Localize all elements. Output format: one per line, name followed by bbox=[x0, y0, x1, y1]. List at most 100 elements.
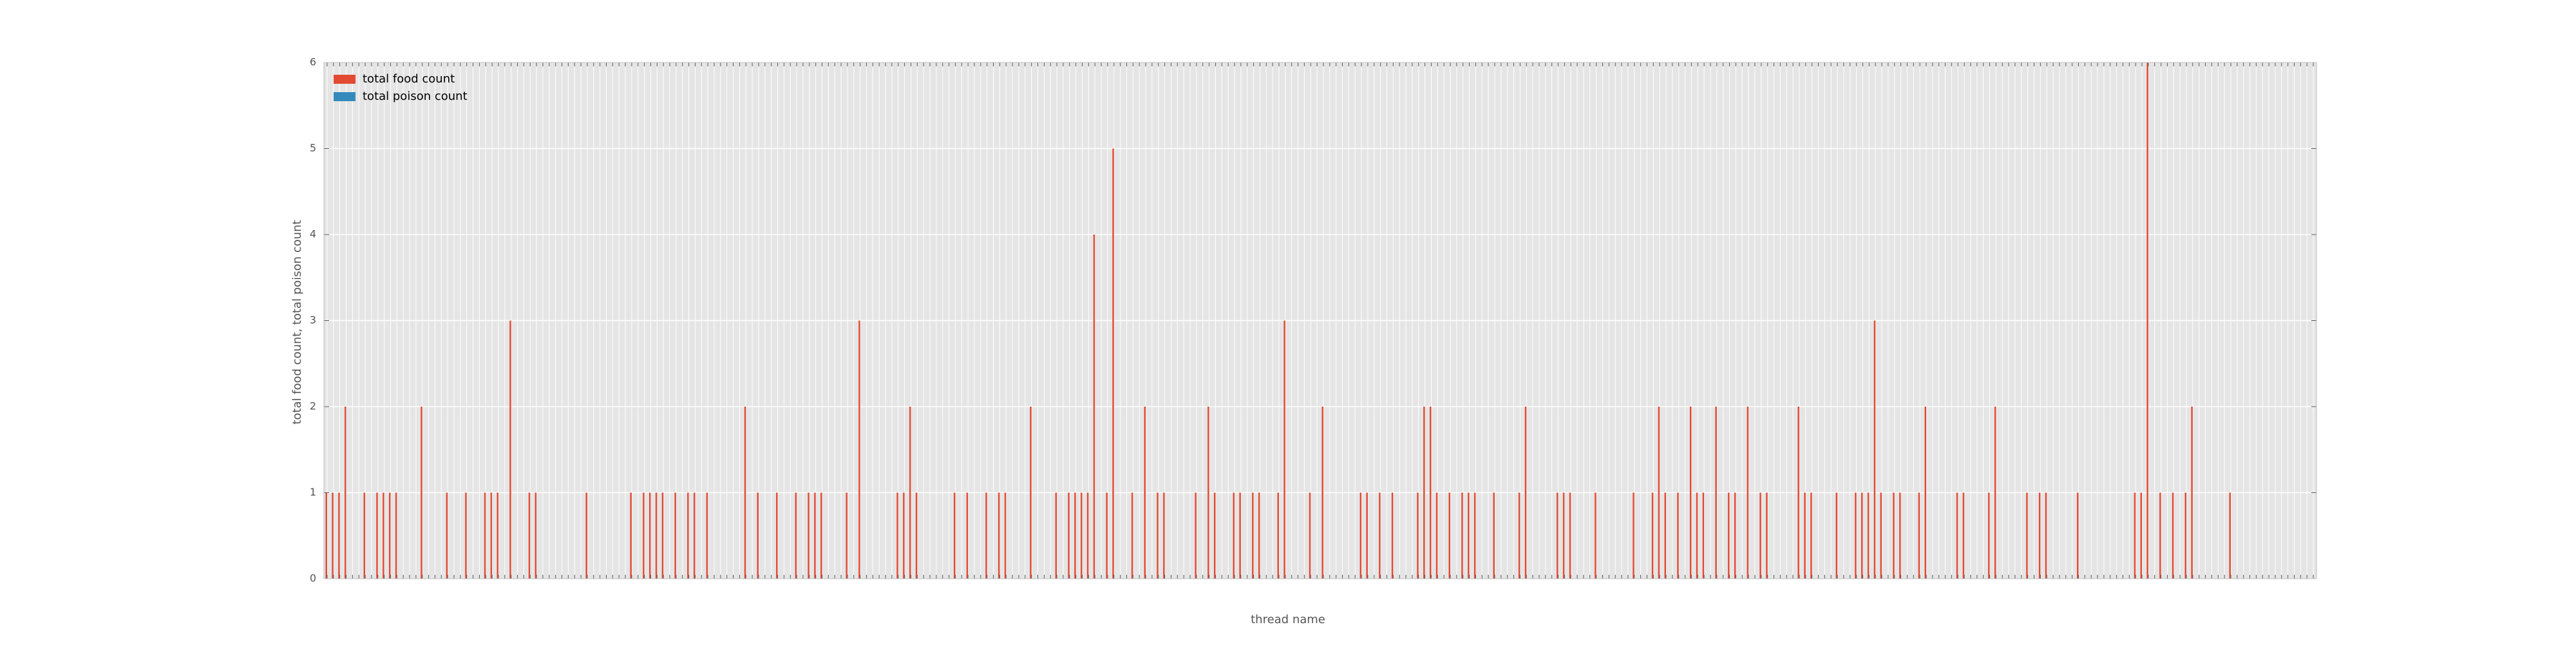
bar bbox=[585, 492, 587, 579]
bar bbox=[1144, 407, 1146, 579]
bar bbox=[820, 492, 822, 579]
bar bbox=[858, 320, 860, 579]
bar bbox=[1359, 492, 1362, 579]
bar bbox=[1569, 492, 1571, 579]
bar bbox=[1004, 492, 1007, 579]
bar bbox=[1715, 407, 1717, 579]
bar bbox=[535, 492, 537, 579]
bar bbox=[1557, 492, 1558, 579]
bar bbox=[1689, 407, 1692, 579]
bar bbox=[1252, 492, 1254, 579]
bar bbox=[1595, 492, 1596, 579]
bar bbox=[655, 492, 658, 579]
bar bbox=[2140, 492, 2143, 579]
bar bbox=[2134, 492, 2136, 579]
bar bbox=[528, 492, 531, 579]
bar bbox=[674, 492, 676, 579]
bar bbox=[1417, 492, 1419, 579]
bar bbox=[630, 492, 632, 579]
y-tick-label: 3 bbox=[310, 314, 316, 326]
bar bbox=[966, 492, 969, 579]
bar bbox=[1988, 492, 1990, 579]
bar bbox=[1855, 492, 1857, 579]
bar bbox=[465, 492, 467, 579]
bar bbox=[1423, 407, 1425, 579]
y-tick-label: 4 bbox=[310, 228, 316, 240]
bar bbox=[376, 492, 378, 579]
bar bbox=[484, 492, 486, 579]
bar bbox=[1633, 492, 1634, 579]
bar bbox=[325, 492, 327, 579]
bar bbox=[1112, 148, 1114, 579]
bar bbox=[744, 407, 746, 579]
bar bbox=[1518, 492, 1520, 579]
bar bbox=[1759, 492, 1761, 579]
bar bbox=[1283, 320, 1285, 579]
bar bbox=[1918, 492, 1920, 579]
bar bbox=[1461, 492, 1463, 579]
y-tick-label: 0 bbox=[310, 572, 316, 584]
bar bbox=[2038, 492, 2041, 579]
bar bbox=[332, 492, 334, 579]
bar bbox=[909, 407, 911, 579]
y-tick-label: 2 bbox=[310, 400, 316, 412]
bar bbox=[509, 320, 511, 579]
bar bbox=[649, 492, 651, 579]
bar bbox=[1728, 492, 1730, 579]
bar bbox=[896, 492, 898, 579]
bar bbox=[1562, 492, 1565, 579]
bar bbox=[2229, 492, 2231, 579]
bar bbox=[1277, 492, 1279, 579]
bars bbox=[325, 63, 2231, 579]
bar bbox=[1391, 492, 1394, 579]
legend-swatch bbox=[334, 92, 355, 101]
bar bbox=[338, 492, 340, 579]
bar bbox=[1321, 407, 1323, 579]
bar bbox=[915, 492, 918, 579]
bar bbox=[693, 492, 696, 579]
bar bbox=[1468, 492, 1470, 579]
legend-label: total poison count bbox=[363, 90, 468, 103]
bar bbox=[1956, 492, 1958, 579]
bar bbox=[1651, 492, 1654, 579]
bar bbox=[1677, 492, 1679, 579]
y-tick-label: 5 bbox=[310, 142, 316, 154]
bar bbox=[1157, 492, 1159, 579]
bar bbox=[1309, 492, 1311, 579]
bar bbox=[1366, 492, 1368, 579]
bar bbox=[1195, 492, 1197, 579]
bar bbox=[1074, 492, 1076, 579]
bar bbox=[776, 492, 778, 579]
bar bbox=[497, 492, 498, 579]
bar bbox=[757, 492, 759, 579]
bar bbox=[1163, 492, 1165, 579]
bar bbox=[1893, 492, 1895, 579]
bar bbox=[1068, 492, 1070, 579]
bar bbox=[363, 492, 366, 579]
y-tick-label: 1 bbox=[310, 486, 316, 498]
bar bbox=[2159, 492, 2161, 579]
bar bbox=[2045, 492, 2047, 579]
bar bbox=[1233, 492, 1235, 579]
bar bbox=[1379, 492, 1381, 579]
bar bbox=[846, 492, 848, 579]
bar bbox=[1473, 492, 1476, 579]
bar bbox=[490, 492, 493, 579]
bar bbox=[1524, 407, 1527, 579]
bar bbox=[1658, 407, 1660, 579]
bar bbox=[1766, 492, 1768, 579]
y-axis-label: total food count, total poison count bbox=[290, 220, 304, 424]
bar bbox=[1429, 407, 1432, 579]
y-tick-label: 6 bbox=[310, 56, 316, 68]
bar bbox=[1899, 492, 1901, 579]
bar bbox=[421, 407, 422, 579]
bar bbox=[1086, 492, 1089, 579]
bar bbox=[1867, 492, 1870, 579]
bar bbox=[1873, 320, 1876, 579]
bar bbox=[706, 492, 708, 579]
bar bbox=[1810, 492, 1812, 579]
bar bbox=[2146, 63, 2148, 579]
bar bbox=[2184, 492, 2187, 579]
bar bbox=[1696, 492, 1698, 579]
